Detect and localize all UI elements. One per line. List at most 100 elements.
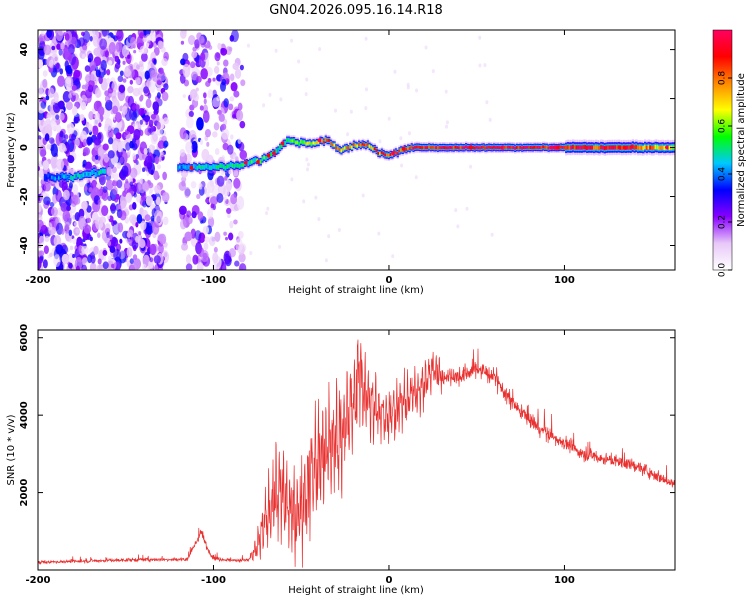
noise-speck <box>407 131 411 136</box>
ridge-cell <box>658 145 661 150</box>
ridge-cell <box>540 146 543 150</box>
noise-speck <box>224 175 228 181</box>
noise-speck <box>135 235 140 243</box>
noise-speck <box>478 35 482 40</box>
ridge-cell <box>496 145 499 149</box>
noise-speck <box>111 263 115 269</box>
ridge-cell <box>465 145 468 149</box>
noise-speck <box>226 207 232 215</box>
ridge-cell <box>263 155 266 159</box>
noise-speck <box>181 242 189 251</box>
ridge-cell <box>563 145 566 149</box>
ridge-cell <box>407 146 410 150</box>
noise-speck <box>144 70 150 80</box>
noise-speck <box>158 71 166 82</box>
ridge-cell <box>419 145 422 149</box>
noise-speck <box>46 144 52 150</box>
noise-speck <box>249 250 253 255</box>
spectrogram-y-tick-label: 40 <box>19 43 30 57</box>
ridge-cell <box>612 145 615 150</box>
ridge-cell <box>415 145 419 149</box>
noise-speck <box>154 156 159 165</box>
noise-speck <box>195 87 199 92</box>
noise-speck <box>42 78 48 88</box>
noise-speck <box>120 200 127 209</box>
noise-speck <box>179 148 186 157</box>
noise-speck <box>205 198 210 204</box>
noise-speck <box>235 238 243 253</box>
snr-x-label: Height of straight line (km) <box>288 585 424 596</box>
noise-speck <box>212 252 219 264</box>
noise-speck <box>107 195 113 202</box>
noise-speck <box>230 134 234 140</box>
ridge-cell <box>50 175 54 179</box>
noise-speck <box>393 69 397 74</box>
ridge-cell <box>314 141 317 145</box>
noise-speck <box>154 209 162 223</box>
ridge-cell <box>642 146 645 151</box>
noise-speck <box>72 253 76 259</box>
ridge-cell <box>494 146 498 150</box>
noise-speck <box>112 220 117 225</box>
noise-speck <box>139 238 146 249</box>
ridge-cell <box>240 163 243 167</box>
ridge-cell <box>489 146 492 150</box>
noise-speck <box>213 246 218 253</box>
ridge-cell <box>85 172 89 176</box>
ridge-cell <box>247 162 250 166</box>
noise-speck <box>185 116 194 129</box>
noise-speck <box>163 83 169 91</box>
noise-speck <box>39 145 47 158</box>
noise-speck <box>95 216 103 230</box>
ridge-cell <box>382 152 385 156</box>
noise-speck <box>142 167 146 173</box>
ridge-cell <box>428 145 431 149</box>
spectrogram-panel: -200 -100 0 100 40 20 0 -20 -40 Height of strai… <box>6 29 676 296</box>
noise-speck <box>146 80 151 87</box>
ridge-cell <box>187 165 191 169</box>
noise-speck <box>65 101 73 110</box>
noise-speck <box>314 195 318 200</box>
noise-speck <box>485 100 489 105</box>
noise-speck <box>143 114 151 123</box>
noise-speck <box>42 259 48 269</box>
noise-speck <box>86 217 92 224</box>
ridge-cell <box>63 175 66 179</box>
ridge-cell <box>296 140 299 144</box>
noise-speck <box>306 162 310 167</box>
ridge-cell <box>412 146 415 150</box>
noise-speck <box>202 110 210 123</box>
noise-speck <box>225 179 233 192</box>
noise-speck <box>195 75 202 83</box>
noise-speck <box>132 153 137 161</box>
ridge-cell <box>498 146 501 150</box>
ridge-cell <box>594 145 598 150</box>
ridge-cell <box>482 145 485 149</box>
noise-speck <box>71 84 77 92</box>
noise-speck <box>71 134 77 141</box>
noise-speck <box>178 205 187 216</box>
ridge-cell <box>235 163 238 167</box>
noise-speck <box>38 86 44 96</box>
noise-speck <box>194 39 200 49</box>
ridge-cell <box>517 146 520 150</box>
noise-speck <box>221 128 230 140</box>
noise-speck <box>139 45 148 55</box>
noise-speck <box>54 56 58 62</box>
noise-speck <box>115 112 122 123</box>
noise-speck <box>225 46 232 56</box>
colorbar: 0.0 0.2 0.4 0.6 0.8 Normalized spectral ampl… <box>712 29 747 277</box>
noise-speck <box>62 189 70 201</box>
ridge-cell <box>229 163 233 167</box>
noise-speck <box>43 44 52 56</box>
noise-speck <box>92 125 99 136</box>
noise-speck <box>49 59 54 69</box>
noise-speck <box>318 47 322 52</box>
ridge-cell <box>45 176 48 180</box>
ridge-cell <box>600 145 603 150</box>
noise-speck <box>246 43 250 48</box>
ridge-cell <box>644 144 647 150</box>
noise-speck <box>116 30 124 42</box>
noise-speck <box>163 140 169 148</box>
noise-speck <box>66 165 71 170</box>
